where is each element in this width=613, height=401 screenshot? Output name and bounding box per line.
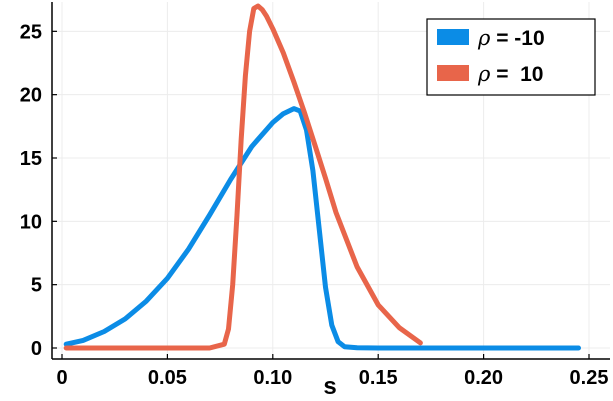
x-tick-label: 0.25 [570, 367, 609, 389]
series-line-2 [63, 3, 423, 351]
legend-label-2: ρ = 10 [477, 62, 544, 86]
x-axis-ticks: 0 0.05 0.10 0.15 0.20 0.25 [56, 354, 608, 389]
x-tick-label: 0.20 [464, 367, 503, 389]
x-axis-label: s [323, 373, 336, 400]
y-tick-label: 0 [31, 338, 42, 360]
legend-symbol: ρ [477, 26, 491, 50]
y-tick-label: 5 [31, 275, 42, 297]
series-line-1 [63, 106, 581, 351]
legend-symbol: ρ [477, 62, 491, 86]
legend: ρ = -10ρ = 10 [426, 18, 596, 96]
legend-value: = -10 [490, 27, 544, 50]
series-lines [63, 3, 581, 351]
x-tick-label: 0.15 [359, 367, 398, 389]
legend-swatch-1 [437, 29, 469, 45]
y-tick-label: 25 [20, 21, 42, 43]
legend-swatch-2 [437, 65, 469, 81]
x-tick-label: 0.10 [253, 367, 292, 389]
x-tick-label: 0.05 [148, 367, 187, 389]
y-tick-label: 20 [20, 85, 42, 107]
legend-label-1: ρ = -10 [477, 26, 545, 50]
y-axis-ticks: 0 5 10 15 20 25 [20, 21, 57, 360]
legend-value: = 10 [490, 63, 543, 86]
y-tick-label: 10 [20, 211, 42, 233]
y-tick-label: 15 [20, 148, 42, 170]
x-tick-label: 0 [56, 367, 67, 389]
